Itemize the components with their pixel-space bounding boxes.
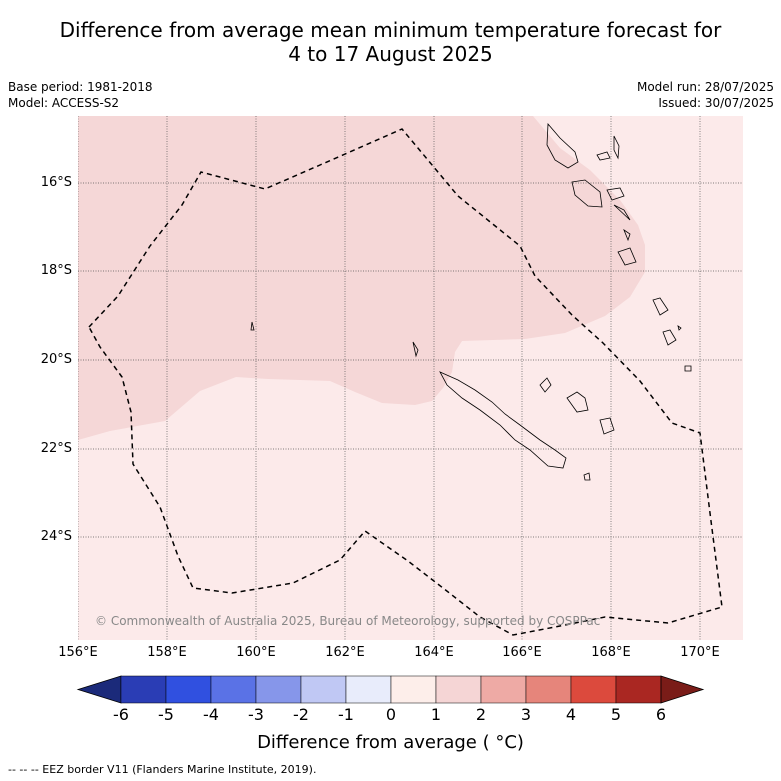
loyalty-island-2	[566, 391, 589, 413]
colorbar-segment	[300, 675, 347, 704]
colorbar-tick: 5	[610, 705, 622, 724]
lon-label: 158°E	[147, 645, 187, 660]
guadalcanal	[571, 179, 603, 208]
lon-label: 162°E	[325, 645, 365, 660]
belep-islands	[412, 341, 419, 358]
title-line-1: Difference from average mean minimum tem…	[59, 18, 722, 42]
colorbar-segment	[525, 675, 572, 704]
eez-border	[88, 128, 723, 636]
nggela-island	[596, 151, 611, 161]
colorbar-tick: -1	[338, 705, 354, 724]
efate	[662, 329, 677, 346]
graticule	[78, 116, 743, 640]
colorbar	[76, 675, 705, 704]
lon-label: 168°E	[591, 645, 631, 660]
colorbar-segment	[435, 675, 482, 704]
colorbar-tick: -2	[293, 705, 309, 724]
lat-label: 20°S	[40, 352, 72, 367]
tanna	[684, 365, 692, 372]
colorbar-tick: -4	[203, 705, 219, 724]
meta-right: Model run: 28/07/2025 Issued: 30/07/2025	[637, 79, 774, 111]
san-cristobal	[606, 187, 625, 201]
lat-label: 16°S	[40, 175, 72, 190]
lon-label: 156°E	[58, 645, 98, 660]
isle-of-pines	[583, 472, 591, 481]
lat-label: 22°S	[40, 441, 72, 456]
colorbar-segment	[210, 675, 257, 704]
colorbar-tick: 4	[565, 705, 577, 724]
copyright-notice: © Commonwealth of Australia 2025, Bureau…	[95, 614, 601, 628]
colorbar-arrow-low	[76, 675, 122, 704]
map-title: Difference from average mean minimum tem…	[0, 18, 781, 66]
colorbar-segment	[615, 675, 662, 704]
colorbar-tick: 3	[520, 705, 532, 724]
lon-label: 160°E	[236, 645, 276, 660]
colorbar-segment	[390, 675, 437, 704]
lat-label: 18°S	[40, 263, 72, 278]
colorbar-segment	[165, 675, 212, 704]
lon-label: 170°E	[680, 645, 720, 660]
eez-footer-note: -- -- -- EEZ border V11 (Flanders Marine…	[8, 763, 317, 776]
base-period: Base period: 1981-2018	[8, 80, 153, 94]
colorbar-arrow-high	[660, 675, 705, 704]
issued-date: Issued: 30/07/2025	[658, 96, 774, 110]
malaita	[613, 135, 620, 160]
colorbar-segment	[255, 675, 302, 704]
chesterfield-reef	[250, 321, 255, 331]
santa-cruz-island	[623, 228, 631, 242]
santa-isabel	[546, 122, 579, 169]
colorbar-title: Difference from average ( °C)	[257, 732, 524, 753]
lon-label: 164°E	[414, 645, 454, 660]
colorbar-tick: 6	[655, 705, 667, 724]
coastlines	[250, 122, 692, 481]
small-islet	[677, 325, 682, 331]
title-line-2: 4 to 17 August 2025	[288, 42, 493, 66]
colorbar-tick: -3	[248, 705, 264, 724]
model-name: Model: ACCESS-S2	[8, 96, 120, 110]
colorbar-tick: -6	[113, 705, 129, 724]
espiritu-santo	[617, 247, 637, 266]
lat-label: 24°S	[40, 529, 72, 544]
meta-left: Base period: 1981-2018 Model: ACCESS-S2	[8, 79, 153, 111]
colorbar-segment	[120, 675, 167, 704]
lon-label: 166°E	[502, 645, 542, 660]
colorbar-segment	[345, 675, 392, 704]
model-run: Model run: 28/07/2025	[636, 80, 774, 94]
loyalty-island-3	[599, 417, 615, 435]
colorbar-tick: 0	[385, 705, 397, 724]
new-caledonia	[439, 371, 567, 469]
rennell-island	[613, 204, 631, 221]
colorbar-tick: -5	[158, 705, 174, 724]
colorbar-segment	[480, 675, 527, 704]
loyalty-island-1	[539, 377, 552, 393]
colorbar-tick: 2	[475, 705, 487, 724]
colorbar-tick: 1	[430, 705, 442, 724]
anomaly-region-medium	[78, 116, 645, 440]
colorbar-segment	[570, 675, 617, 704]
vanuatu-north	[652, 297, 669, 316]
